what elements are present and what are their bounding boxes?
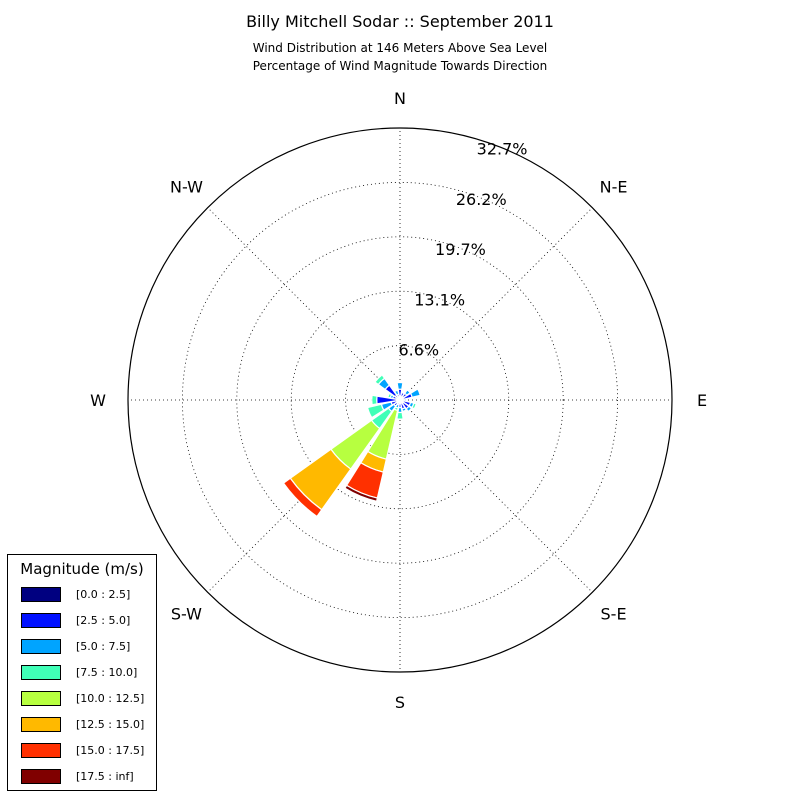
windrose-wedge <box>396 381 404 391</box>
polar-grid <box>127 127 673 673</box>
legend-swatch <box>21 691 61 706</box>
windrose-wedge <box>371 394 378 406</box>
direction-label: E <box>697 391 707 410</box>
windrose-wedge <box>344 484 379 503</box>
legend-swatch <box>21 717 61 732</box>
windrose-wedge <box>387 392 393 399</box>
legend-label: [10.0 : 12.5] <box>76 692 145 705</box>
grid-spoke <box>399 399 593 593</box>
windrose-wedge <box>393 389 400 396</box>
grid-ring <box>290 290 510 510</box>
legend-swatch <box>21 743 61 758</box>
windrose-wedge <box>282 477 323 518</box>
legend-label: [7.5 : 10.0] <box>76 666 138 679</box>
legend-label: [0.0 : 2.5] <box>76 588 131 601</box>
legend-label: [2.5 : 5.0] <box>76 614 131 627</box>
legend-swatch <box>21 665 61 680</box>
direction-label: S-W <box>171 605 202 624</box>
outer-ring <box>127 127 673 673</box>
windrose-bars <box>282 374 421 518</box>
radial-tick-label: 13.1% <box>414 290 465 309</box>
legend-label: [15.0 : 17.5] <box>76 744 145 757</box>
direction-label: N <box>394 89 406 108</box>
windrose-wedge <box>366 403 385 419</box>
grid-ring <box>236 236 564 564</box>
radial-tick-label: 26.2% <box>456 190 507 209</box>
windrose-wedge <box>401 406 407 413</box>
legend-swatch <box>21 639 61 654</box>
radial-tick-label: 6.6% <box>398 341 439 360</box>
windrose-wedge <box>374 374 386 386</box>
direction-labels: 6.6% 13.1% 19.7% 26.2% 32.7% N N-E E S-E S S-W W N-W <box>90 89 707 712</box>
legend-title: Magnitude (m/s) <box>20 560 144 578</box>
windrose-wedge <box>403 389 411 397</box>
legend-swatch <box>21 613 61 628</box>
legend-label: [5.0 : 7.5] <box>76 640 131 653</box>
legend-swatch <box>21 769 61 784</box>
chart-subtitle-1: Wind Distribution at 146 Meters Above Se… <box>252 41 548 55</box>
direction-label: N-E <box>600 177 628 196</box>
windrose-wedge <box>411 402 417 410</box>
windrose-wedge <box>405 405 413 413</box>
chart-title: Billy Mitchell Sodar :: September 2011 <box>246 12 554 31</box>
grid-ring <box>345 345 455 455</box>
direction-label: S-E <box>601 605 627 624</box>
radial-tick-label: 32.7% <box>477 140 528 159</box>
legend-label: [12.5 : 15.0] <box>76 718 145 731</box>
legend-swatch <box>21 587 61 602</box>
grid-ring <box>181 181 619 619</box>
legend-label: [17.5 : inf] <box>76 770 134 783</box>
direction-label: S <box>395 693 405 712</box>
radial-tick-label: 19.7% <box>435 240 486 259</box>
windrose-wedge <box>409 388 421 398</box>
direction-label: N-W <box>170 177 203 196</box>
chart-subtitle-2: Percentage of Wind Magnitude Towards Dir… <box>252 59 548 73</box>
direction-label: W <box>90 391 106 410</box>
windrose-wedge <box>396 411 404 420</box>
grid-spoke <box>207 207 401 401</box>
legend: Magnitude (m/s) [0.0 : 2.5] [2.5 : 5.0] [5… <box>7 554 157 791</box>
